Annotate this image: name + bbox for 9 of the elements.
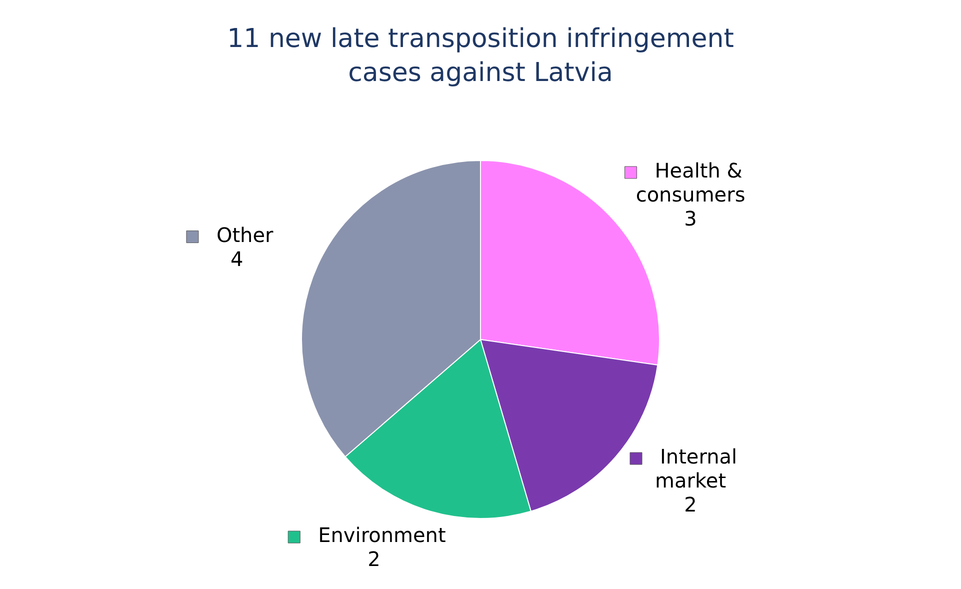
legend-label: Health & consumers — [636, 158, 746, 207]
data-label: 4 — [230, 246, 244, 271]
data-label: 2 — [368, 547, 380, 572]
data-label: 2 — [684, 492, 697, 517]
legend-label: Other — [216, 222, 274, 247]
legend-label: Environment — [318, 523, 446, 548]
chart-title: 11 new late transposition infringement cases against Latvia — [226, 23, 735, 90]
data-label: 3 — [684, 206, 697, 231]
legend-label: Internal market — [655, 444, 738, 493]
